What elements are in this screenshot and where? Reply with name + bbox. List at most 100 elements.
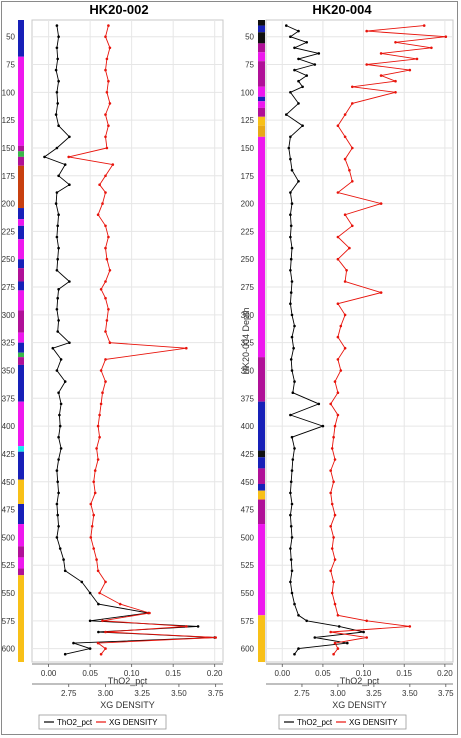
data-point-tho2 — [97, 630, 100, 634]
data-point-density — [107, 79, 110, 83]
data-point-tho2 — [297, 29, 300, 33]
legend-label: XG DENSITY — [349, 718, 398, 727]
data-point-tho2 — [57, 435, 60, 439]
data-point-tho2 — [293, 602, 296, 606]
lithology-interval — [258, 96, 265, 102]
lithology-interval — [18, 451, 24, 480]
data-point-tho2 — [55, 235, 59, 239]
lithology-interval — [258, 32, 265, 44]
data-point-density — [105, 57, 109, 61]
x-tick-label: 3.25 — [134, 689, 150, 698]
data-point-tho2 — [289, 157, 292, 161]
data-point-tho2 — [58, 547, 62, 550]
data-point-tho2 — [289, 91, 292, 94]
data-point-density — [394, 91, 397, 94]
data-point-tho2 — [289, 513, 292, 517]
data-point-tho2 — [290, 591, 294, 595]
data-point-density — [336, 191, 340, 194]
data-point-tho2 — [290, 280, 294, 283]
y-tick-label: 325 — [241, 339, 255, 348]
x-tick-label: 3.75 — [208, 689, 224, 698]
data-point-tho2 — [289, 135, 292, 139]
data-point-density — [96, 424, 100, 428]
data-point-tho2 — [289, 224, 293, 228]
data-point-tho2 — [313, 63, 317, 66]
legend: ThO2_pct XG DENSITY — [38, 714, 167, 730]
data-point-density — [107, 308, 110, 311]
data-point-density — [330, 502, 334, 506]
data-point-tho2 — [289, 291, 293, 294]
data-point-density — [343, 313, 347, 317]
data-point-tho2 — [196, 625, 200, 628]
lithology-interval — [18, 20, 24, 57]
data-point-tho2 — [285, 24, 288, 27]
y-tick-label: 575 — [241, 617, 255, 626]
y-tick-label: 250 — [241, 255, 255, 264]
lithology-interval — [258, 468, 265, 484]
data-point-tho2 — [317, 52, 321, 55]
data-point-density — [348, 168, 351, 172]
lithology-interval — [18, 268, 24, 282]
data-point-tho2 — [291, 458, 295, 461]
data-point-tho2 — [58, 424, 62, 428]
y-tick-label: 475 — [2, 506, 16, 515]
data-point-density — [336, 614, 340, 617]
lithology-interval — [18, 524, 24, 547]
x-tick-label: 3.25 — [366, 689, 382, 698]
y-tick-label: 425 — [2, 450, 16, 459]
data-point-density — [365, 63, 369, 66]
data-point-density — [93, 469, 97, 472]
data-point-tho2 — [362, 630, 365, 634]
data-point-tho2 — [290, 313, 294, 317]
data-point-density — [330, 547, 334, 550]
x-tick-label: 0.00 — [41, 669, 57, 678]
data-point-tho2 — [297, 180, 300, 183]
lithology-interval — [258, 101, 265, 108]
data-point-density — [351, 180, 354, 183]
data-point-tho2 — [289, 480, 293, 484]
data-point-tho2 — [68, 135, 71, 139]
data-point-density — [107, 235, 110, 239]
data-point-density — [329, 402, 333, 406]
data-point-density — [379, 52, 383, 55]
y-tick-label: 375 — [241, 394, 255, 403]
lithology-interval — [18, 575, 24, 662]
lithology-interval — [258, 357, 265, 402]
data-point-density — [430, 46, 433, 50]
data-point-density — [343, 346, 347, 350]
y-tick-label: 550 — [241, 589, 255, 598]
lithology-interval — [18, 281, 24, 291]
x-tick-label: 0.15 — [165, 669, 181, 678]
data-point-density — [95, 558, 98, 561]
data-point-tho2 — [55, 91, 59, 94]
chart-title: HK20-004 — [312, 2, 372, 17]
data-point-density — [332, 536, 335, 539]
lithology-interval — [18, 504, 24, 525]
data-point-density — [107, 124, 110, 127]
y-tick-label: 325 — [2, 339, 16, 348]
data-point-tho2 — [57, 174, 60, 178]
lithology-interval — [18, 479, 24, 505]
x-axis-label: XG DENSITY — [100, 700, 155, 710]
data-point-density — [104, 135, 107, 139]
data-point-tho2 — [285, 113, 288, 116]
data-point-tho2 — [289, 35, 292, 38]
data-point-tho2 — [289, 191, 292, 194]
y-tick-label: 300 — [2, 311, 16, 320]
data-point-density — [104, 647, 107, 650]
data-point-tho2 — [55, 146, 59, 150]
data-point-tho2 — [290, 246, 294, 250]
data-point-density — [67, 155, 70, 159]
data-point-density — [104, 358, 107, 361]
data-point-tho2 — [290, 469, 294, 472]
y-tick-label: 75 — [6, 61, 15, 70]
data-point-density — [379, 291, 383, 294]
data-point-density — [343, 135, 347, 139]
data-point-density — [108, 102, 112, 105]
y-axis-label: HK20-004 Depth — [241, 307, 251, 374]
y-tick-label: 100 — [2, 88, 16, 97]
y-tick-label: 400 — [241, 422, 255, 431]
y-tick-label: 500 — [241, 533, 255, 542]
lithology-interval — [18, 259, 24, 269]
